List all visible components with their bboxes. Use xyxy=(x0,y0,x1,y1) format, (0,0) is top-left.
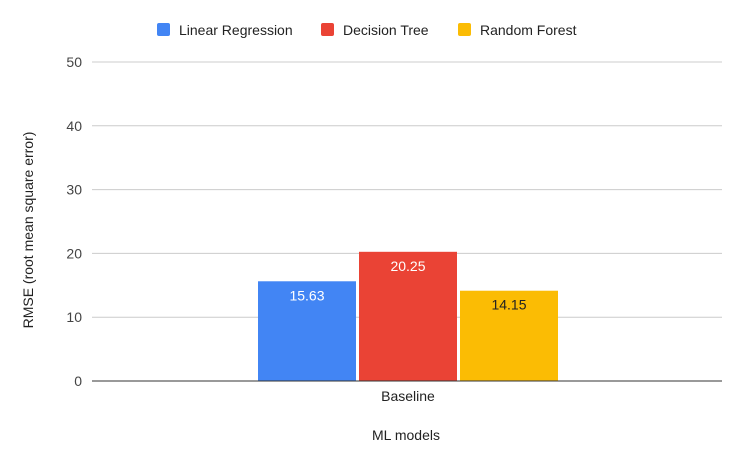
legend: Linear Regression Decision Tree Random For… xyxy=(157,22,577,38)
y-tick-label: 50 xyxy=(66,54,82,70)
y-tick-label: 30 xyxy=(66,182,82,198)
y-tick-label: 0 xyxy=(74,373,82,389)
y-axis-ticks: 0 10 20 30 40 50 xyxy=(66,54,82,389)
legend-swatch xyxy=(321,23,334,36)
y-tick-label: 10 xyxy=(66,309,82,325)
data-label: 20.25 xyxy=(390,258,425,274)
x-tick-label: Baseline xyxy=(381,388,435,404)
legend-swatch xyxy=(458,23,471,36)
data-label: 15.63 xyxy=(289,287,324,303)
x-axis-title: ML models xyxy=(372,427,440,443)
legend-label: Linear Regression xyxy=(179,22,293,38)
data-label: 14.15 xyxy=(491,297,526,313)
legend-label: Decision Tree xyxy=(343,22,429,38)
bar-random-forest xyxy=(460,290,558,381)
x-axis-ticks: Baseline xyxy=(381,388,435,404)
bars: 15.63 20.25 14.15 xyxy=(258,251,558,381)
y-tick-label: 40 xyxy=(66,118,82,134)
y-axis-title: RMSE (root mean square error) xyxy=(20,132,36,329)
gridlines xyxy=(92,61,722,318)
y-tick-label: 20 xyxy=(66,245,82,261)
legend-swatch xyxy=(157,23,170,36)
legend-label: Random Forest xyxy=(480,22,577,38)
bar-linear-regression xyxy=(258,281,356,381)
bar-decision-tree xyxy=(359,251,457,381)
